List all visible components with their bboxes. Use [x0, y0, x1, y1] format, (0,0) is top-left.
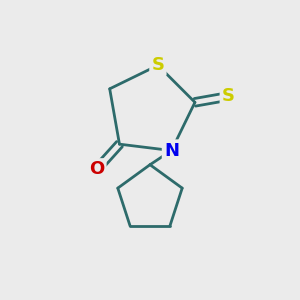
- Text: N: N: [164, 142, 179, 160]
- Text: S: S: [152, 56, 164, 74]
- Text: O: O: [89, 160, 104, 178]
- Text: S: S: [222, 87, 235, 105]
